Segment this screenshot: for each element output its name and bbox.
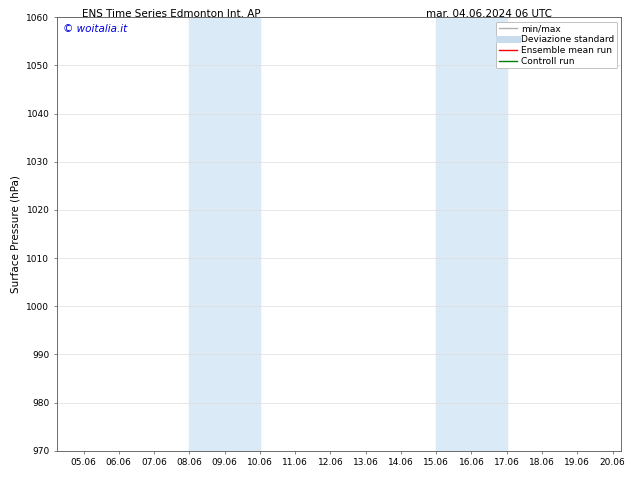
Text: mar. 04.06.2024 06 UTC: mar. 04.06.2024 06 UTC bbox=[425, 9, 552, 19]
Y-axis label: Surface Pressure (hPa): Surface Pressure (hPa) bbox=[11, 175, 21, 293]
Bar bbox=[190, 17, 260, 451]
Text: © woitalia.it: © woitalia.it bbox=[63, 24, 127, 34]
Text: ENS Time Series Edmonton Int. AP: ENS Time Series Edmonton Int. AP bbox=[82, 9, 261, 19]
Legend: min/max, Deviazione standard, Ensemble mean run, Controll run: min/max, Deviazione standard, Ensemble m… bbox=[496, 22, 617, 69]
Bar bbox=[436, 17, 507, 451]
